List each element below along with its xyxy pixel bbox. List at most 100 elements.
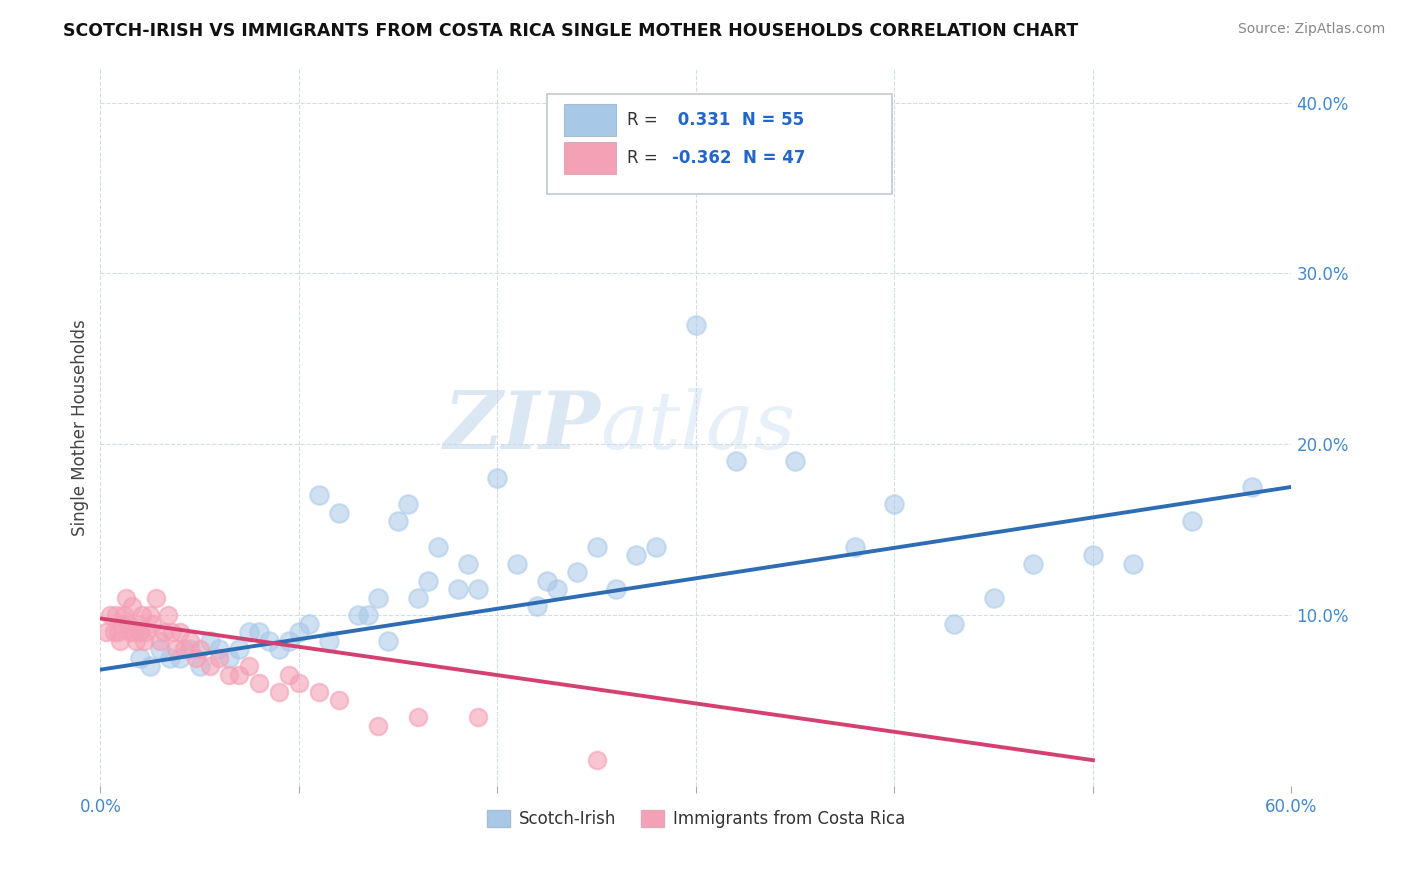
- Point: [785, 454, 807, 468]
- Point: [107, 625, 129, 640]
- Point: [127, 616, 149, 631]
- Point: [179, 633, 201, 648]
- Point: [983, 591, 1005, 605]
- Point: [883, 497, 905, 511]
- Point: [467, 582, 489, 597]
- Point: [278, 633, 301, 648]
- Point: [139, 607, 162, 622]
- Point: [626, 548, 648, 562]
- Point: [844, 540, 866, 554]
- Point: [347, 607, 370, 622]
- Point: [506, 557, 529, 571]
- FancyBboxPatch shape: [564, 104, 616, 136]
- Point: [208, 642, 231, 657]
- Y-axis label: Single Mother Households: Single Mother Households: [72, 318, 89, 535]
- Point: [98, 607, 121, 622]
- Point: [159, 650, 181, 665]
- Point: [457, 557, 479, 571]
- Text: SCOTCH-IRISH VS IMMIGRANTS FROM COSTA RICA SINGLE MOTHER HOUSEHOLDS CORRELATION : SCOTCH-IRISH VS IMMIGRANTS FROM COSTA RI…: [63, 22, 1078, 40]
- Text: Source: ZipAtlas.com: Source: ZipAtlas.com: [1237, 22, 1385, 37]
- Point: [129, 625, 152, 640]
- Point: [132, 633, 155, 648]
- Point: [112, 607, 135, 622]
- Point: [198, 633, 221, 648]
- Point: [536, 574, 558, 588]
- Point: [565, 566, 588, 580]
- Point: [153, 625, 176, 640]
- Point: [188, 659, 211, 673]
- Point: [645, 540, 668, 554]
- Text: R =: R =: [627, 112, 662, 129]
- Point: [103, 625, 125, 640]
- Point: [129, 650, 152, 665]
- Point: [1240, 480, 1263, 494]
- Point: [367, 591, 389, 605]
- Point: [257, 633, 280, 648]
- Point: [1122, 557, 1144, 571]
- Text: 0.331  N = 55: 0.331 N = 55: [672, 112, 804, 129]
- Point: [122, 625, 145, 640]
- Point: [120, 625, 142, 640]
- Legend: Scotch-Irish, Immigrants from Costa Rica: Scotch-Irish, Immigrants from Costa Rica: [481, 804, 911, 835]
- FancyBboxPatch shape: [564, 143, 616, 174]
- Point: [308, 685, 330, 699]
- Point: [121, 599, 143, 614]
- Text: -0.362  N = 47: -0.362 N = 47: [672, 149, 806, 167]
- Point: [188, 642, 211, 657]
- Point: [145, 591, 167, 605]
- Point: [486, 471, 509, 485]
- Point: [238, 625, 260, 640]
- Point: [117, 616, 139, 631]
- Point: [585, 753, 607, 767]
- Point: [377, 633, 399, 648]
- Point: [169, 625, 191, 640]
- Point: [267, 685, 290, 699]
- Point: [387, 514, 409, 528]
- Point: [218, 667, 240, 681]
- Point: [184, 650, 207, 665]
- Point: [228, 642, 250, 657]
- Point: [1181, 514, 1204, 528]
- Point: [447, 582, 470, 597]
- Point: [406, 710, 429, 724]
- Point: [1022, 557, 1045, 571]
- Point: [156, 607, 179, 622]
- Point: [357, 607, 380, 622]
- Point: [267, 642, 290, 657]
- Point: [585, 540, 607, 554]
- Point: [108, 633, 131, 648]
- Point: [125, 633, 148, 648]
- Point: [288, 625, 311, 640]
- Point: [218, 650, 240, 665]
- Point: [426, 540, 449, 554]
- FancyBboxPatch shape: [547, 94, 893, 194]
- Point: [328, 506, 350, 520]
- Point: [149, 642, 172, 657]
- Point: [165, 642, 187, 657]
- Point: [247, 625, 270, 640]
- Point: [179, 642, 201, 657]
- Point: [135, 625, 157, 640]
- Point: [160, 625, 183, 640]
- Point: [605, 582, 627, 597]
- Point: [546, 582, 568, 597]
- Point: [115, 591, 138, 605]
- Point: [328, 693, 350, 707]
- Point: [526, 599, 548, 614]
- Point: [406, 591, 429, 605]
- Point: [105, 607, 128, 622]
- Text: ZIP: ZIP: [444, 388, 600, 466]
- Point: [208, 650, 231, 665]
- Point: [238, 659, 260, 673]
- Point: [288, 676, 311, 690]
- Point: [131, 607, 153, 622]
- Point: [298, 616, 321, 631]
- Point: [943, 616, 966, 631]
- Point: [308, 488, 330, 502]
- Point: [198, 659, 221, 673]
- Text: R =: R =: [627, 149, 662, 167]
- Point: [141, 616, 163, 631]
- Point: [139, 659, 162, 673]
- Point: [169, 650, 191, 665]
- Point: [96, 625, 118, 640]
